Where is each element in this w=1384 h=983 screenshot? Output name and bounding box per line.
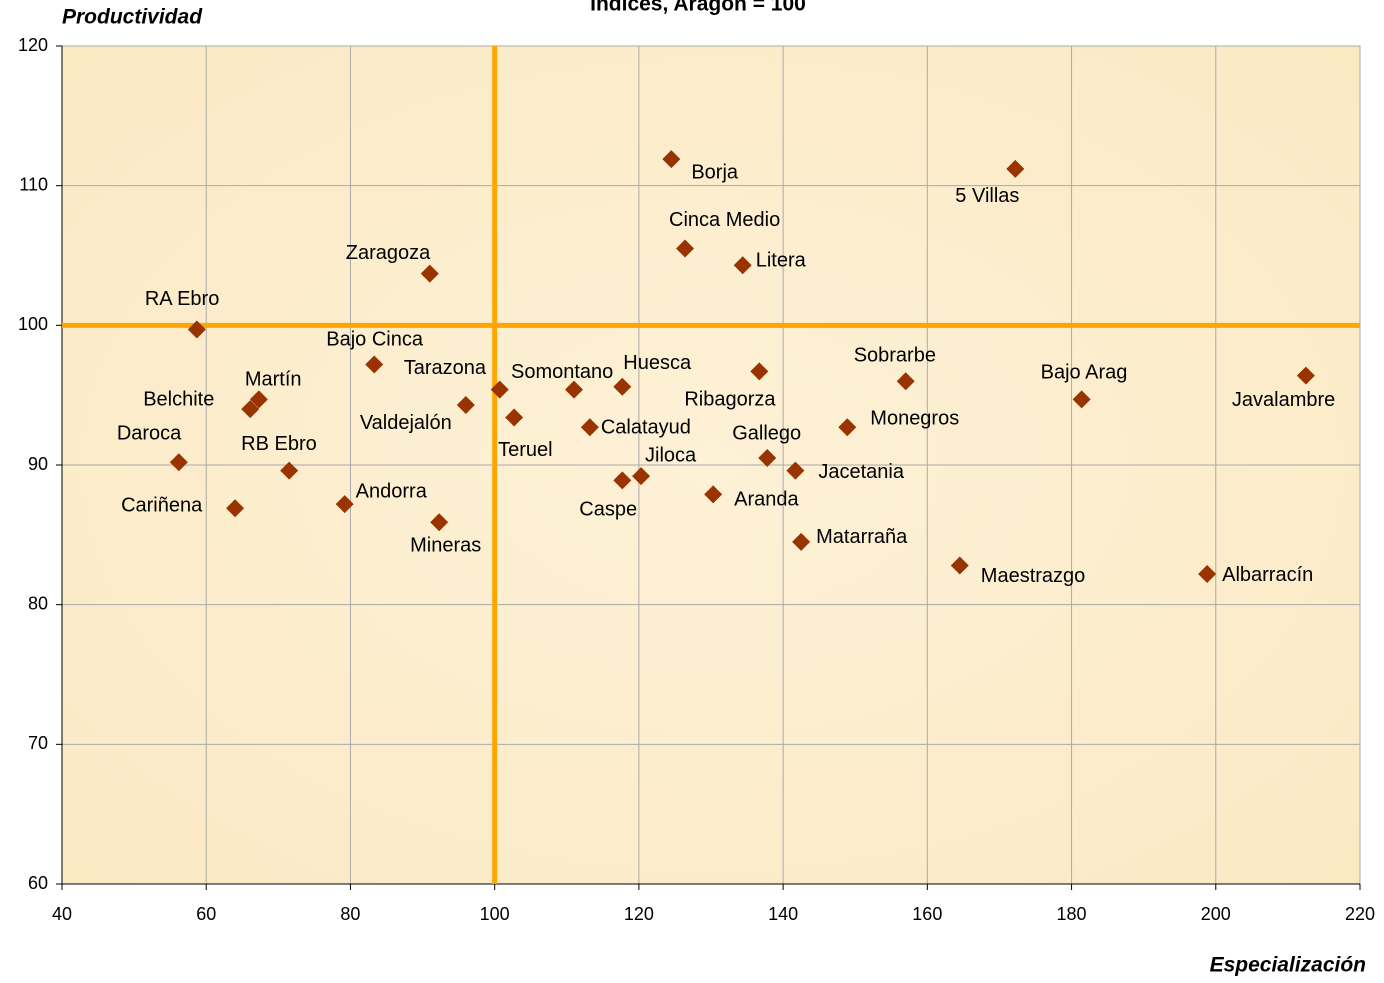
point-label: Borja xyxy=(691,161,739,183)
point xyxy=(580,418,599,437)
x-tick-label: 100 xyxy=(480,904,510,924)
point xyxy=(241,400,260,419)
point-label: Andorra xyxy=(356,480,428,502)
y-tick-label: 70 xyxy=(28,733,48,753)
point-label: Ribagorza xyxy=(684,389,776,411)
y-axis-title: Productividad xyxy=(62,6,203,29)
point-label: Cariñena xyxy=(121,495,203,517)
point-label: Tarazona xyxy=(404,357,487,379)
point xyxy=(733,256,752,275)
point-label: Aranda xyxy=(734,489,799,511)
point xyxy=(430,513,449,532)
point xyxy=(750,362,769,381)
point-label: Gallego xyxy=(732,422,801,444)
x-axis-title: Especialización xyxy=(1210,954,1366,977)
point-label: Mineras xyxy=(410,535,481,557)
point-label: Belchite xyxy=(143,388,214,410)
point xyxy=(838,418,857,437)
x-tick-label: 60 xyxy=(196,904,216,924)
point-label: Litera xyxy=(756,250,807,272)
point xyxy=(1198,564,1217,583)
point xyxy=(226,499,245,518)
point xyxy=(792,532,811,551)
point xyxy=(950,556,969,575)
point-label: Bajo Cinca xyxy=(326,329,424,351)
y-tick-label: 100 xyxy=(18,314,48,334)
point-label: Javalambre xyxy=(1232,389,1335,411)
point xyxy=(564,380,583,399)
point-label: Daroca xyxy=(117,422,182,444)
point xyxy=(1296,366,1315,385)
point xyxy=(786,461,805,480)
point xyxy=(249,390,268,409)
point-label: Monegros xyxy=(870,408,959,430)
point xyxy=(420,264,439,283)
x-tick-label: 80 xyxy=(340,904,360,924)
point xyxy=(335,495,354,514)
y-tick-label: 120 xyxy=(18,35,48,55)
point xyxy=(365,355,384,374)
y-tick-label: 60 xyxy=(28,873,48,893)
point xyxy=(704,485,723,504)
point-label: RB Ebro xyxy=(241,433,317,455)
y-tick-label: 90 xyxy=(28,454,48,474)
point xyxy=(490,380,509,399)
point-label: Albarracín xyxy=(1222,564,1313,586)
point-label: Caspe xyxy=(579,499,637,521)
point-label: Valdejalón xyxy=(360,412,452,434)
point-label: Teruel xyxy=(498,439,552,461)
point xyxy=(896,372,915,391)
point-label: Matarraña xyxy=(816,526,908,548)
x-tick-label: 40 xyxy=(52,904,72,924)
point xyxy=(456,395,475,414)
point-label: Maestrazgo xyxy=(981,565,1086,587)
point xyxy=(169,453,188,472)
point-label: Calatayud xyxy=(601,417,691,439)
point xyxy=(505,408,524,427)
point-label: Sobrarbe xyxy=(854,344,936,366)
point-label: Cinca Medio xyxy=(669,209,780,231)
x-tick-label: 220 xyxy=(1345,904,1375,924)
point xyxy=(676,239,695,258)
point xyxy=(662,150,681,169)
y-tick-label: 110 xyxy=(19,174,48,194)
x-tick-label: 160 xyxy=(912,904,942,924)
x-tick-label: 140 xyxy=(768,904,798,924)
point xyxy=(613,377,632,396)
point-label: Jacetania xyxy=(818,461,904,483)
point-label: Somontano xyxy=(511,361,613,383)
point-label: Martín xyxy=(245,369,302,391)
x-tick-label: 120 xyxy=(624,904,654,924)
point xyxy=(632,467,651,486)
point-label: Huesca xyxy=(623,352,692,374)
point xyxy=(1072,390,1091,409)
point-label: 5 Villas xyxy=(955,185,1019,207)
chart-title: Índices, Aragón = 100 xyxy=(590,0,806,16)
point xyxy=(758,449,777,468)
point xyxy=(1006,159,1025,178)
point-label: Bajo Arag xyxy=(1041,362,1128,384)
x-tick-label: 180 xyxy=(1057,904,1087,924)
point-label: Jiloca xyxy=(645,444,697,466)
point xyxy=(187,320,206,339)
x-tick-label: 200 xyxy=(1201,904,1231,924)
point xyxy=(280,461,299,480)
point-label: RA Ebro xyxy=(145,288,219,310)
y-tick-label: 80 xyxy=(28,593,48,613)
point-label: Zaragoza xyxy=(346,242,431,264)
point xyxy=(613,471,632,490)
